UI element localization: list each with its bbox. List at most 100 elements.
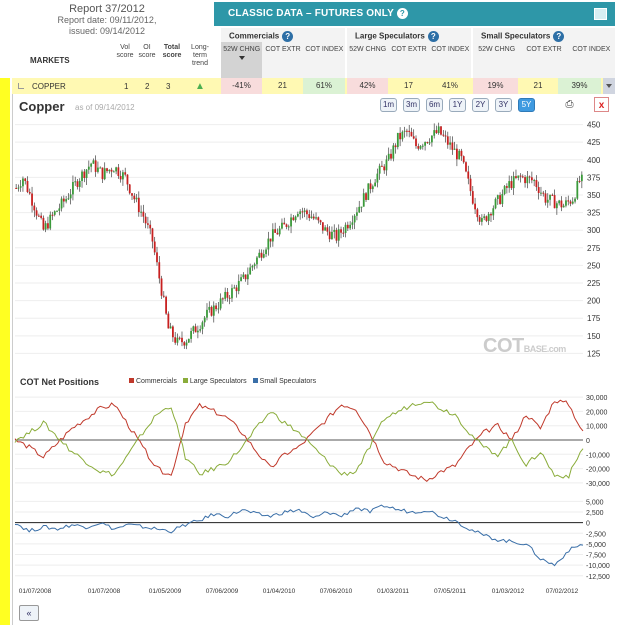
group-large-speculators: Large Speculators? 52W CHNG COT EXTR COT…: [347, 28, 471, 78]
candle-body: [85, 169, 88, 178]
help-icon[interactable]: ?: [282, 31, 294, 42]
candle-body: [396, 132, 399, 148]
range-button-1y[interactable]: 1Y: [449, 98, 466, 112]
candle-body: [474, 203, 476, 210]
candle-body: [381, 165, 383, 167]
candle-body: [265, 249, 267, 255]
candle-body: [156, 252, 158, 263]
candle-body: [62, 198, 65, 202]
candle-body: [467, 171, 470, 179]
group-title: Large Speculators: [355, 31, 425, 41]
candle-body: [47, 223, 49, 229]
candle-body: [103, 168, 106, 180]
range-button-6m[interactable]: 6m: [426, 98, 443, 112]
expand-icon[interactable]: [18, 83, 24, 89]
report-title: Report 37/2012: [69, 3, 145, 15]
candle-body: [51, 214, 54, 216]
candle-body: [253, 264, 256, 266]
candle-body: [119, 175, 122, 180]
legend-label[interactable]: Small Speculators: [259, 378, 317, 385]
x-tick-label: 01/03/2011: [377, 588, 409, 595]
col-cot-index[interactable]: COT INDEX: [305, 46, 344, 53]
candle-body: [144, 216, 147, 224]
nav-back-button[interactable]: «: [19, 605, 39, 621]
candle-body: [151, 228, 154, 242]
col-52w-change[interactable]: 52W CHNG: [349, 46, 387, 53]
print-chart-icon[interactable]: ⎙: [565, 99, 574, 110]
candle-body: [360, 206, 363, 208]
candle-body: [24, 178, 27, 182]
col-52w-change[interactable]: 52W CHNG: [221, 42, 263, 78]
candle-body: [315, 217, 317, 219]
range-button-1m[interactable]: 1m: [380, 98, 397, 112]
col-cot-extr[interactable]: COT EXTR: [526, 46, 562, 53]
candle-body: [428, 142, 431, 144]
candle-body: [424, 142, 426, 146]
candle-body: [401, 131, 404, 140]
candle-body: [580, 174, 583, 182]
col-cot-extr[interactable]: COT EXTR: [391, 46, 427, 53]
help-icon[interactable]: ?: [553, 31, 565, 42]
candle-body: [215, 305, 217, 310]
candle-body: [17, 187, 20, 189]
row-dropdown[interactable]: [603, 78, 615, 94]
range-button-5y[interactable]: 5Y: [518, 98, 535, 112]
candle-body: [505, 186, 508, 188]
candle-body: [172, 326, 174, 338]
col-cot-extr[interactable]: COT EXTR: [265, 46, 301, 53]
y-tick-label: 350: [587, 191, 601, 200]
selection-bar: [0, 78, 10, 625]
range-button-3y[interactable]: 3Y: [495, 98, 512, 112]
candle-body: [476, 209, 479, 218]
y-tick-label: -10,000: [586, 452, 610, 459]
total-score-header[interactable]: Total score: [162, 44, 182, 59]
vol-score-header[interactable]: Vol score: [116, 44, 134, 59]
candle-body: [521, 176, 524, 178]
candle-body: [147, 223, 149, 225]
sort-desc-icon: [238, 56, 245, 60]
print-icon[interactable]: [594, 8, 607, 20]
legend-label[interactable]: Large Speculators: [189, 378, 247, 385]
candle-body: [306, 210, 308, 215]
candle-body: [115, 167, 118, 172]
candle-body: [526, 176, 529, 184]
candle-body: [19, 186, 22, 188]
help-icon[interactable]: ?: [427, 31, 439, 42]
col-cot-index[interactable]: COT INDEX: [431, 46, 470, 53]
table-row[interactable]: COPPER 1 2 3 ▲ -41% 21 61% 42% 17 41% 19…: [12, 78, 615, 94]
candle-body: [28, 192, 31, 194]
candle-body: [187, 338, 190, 343]
candle-body: [33, 205, 36, 211]
y-tick-label: -12,500: [586, 574, 610, 581]
oi-score-header[interactable]: OI score: [138, 44, 156, 59]
col-cot-index[interactable]: COT INDEX: [572, 46, 611, 53]
close-chart-icon[interactable]: x: [594, 97, 609, 112]
candle-body: [571, 201, 574, 204]
legend-label[interactable]: Commercials: [136, 378, 177, 385]
chart-panel: Copper as of 09/14/2012 1m 3m 6m 1Y 2Y 3Y 5Y ⎙…: [12, 94, 615, 625]
candle-body: [406, 130, 408, 132]
market-name: COPPER: [32, 82, 66, 91]
candle-body: [290, 217, 292, 227]
trend-header[interactable]: Long-term trend: [191, 44, 209, 67]
candle-body: [194, 326, 197, 333]
candle-body: [540, 192, 542, 194]
col-52w-change[interactable]: 52W CHNG: [478, 46, 516, 53]
candle-body: [524, 177, 526, 184]
candle-body: [185, 342, 188, 346]
candle-body: [490, 213, 492, 216]
y-tick-label: 400: [587, 156, 601, 165]
candle-body: [310, 216, 313, 219]
candle-body: [412, 136, 415, 139]
legend-swatch: [129, 378, 134, 383]
candle-body: [471, 191, 474, 204]
range-button-3m[interactable]: 3m: [403, 98, 420, 112]
range-button-2y[interactable]: 2Y: [472, 98, 489, 112]
candle-body: [249, 267, 252, 275]
candle-body: [22, 178, 24, 187]
help-icon[interactable]: ?: [396, 8, 408, 19]
candle-body: [462, 156, 465, 163]
candle-body: [349, 224, 352, 229]
candle-body: [142, 211, 145, 217]
candle-body: [569, 201, 572, 204]
